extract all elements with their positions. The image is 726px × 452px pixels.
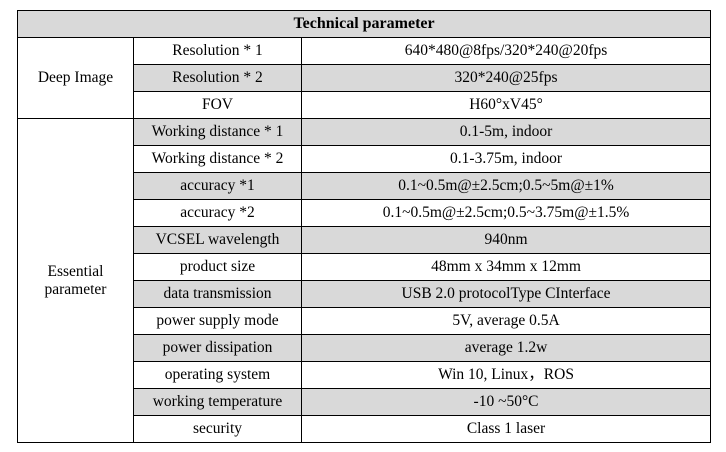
group-label: Essential parameter xyxy=(17,118,134,443)
table-row: working temperature -10 ~50°C xyxy=(18,388,712,416)
parameter-value-cell: 320*240@25fps xyxy=(300,64,712,92)
parameter-value-cell: 940nm xyxy=(300,226,712,254)
parameter-name-cell: accuracy *1 xyxy=(133,172,302,200)
table-title: Technical parameter xyxy=(16,10,712,38)
table-row: Essential parameter Working distance * 1 0.… xyxy=(17,118,712,443)
parameter-name-cell: power supply mode xyxy=(133,307,302,335)
table-row: power dissipation average 1.2w xyxy=(18,334,712,362)
table-row: VCSEL wavelength 940nm xyxy=(18,226,712,254)
parameter-name-cell: Resolution * 2 xyxy=(133,64,302,92)
parameter-value-cell: USB 2.0 protocolType CInterface xyxy=(300,280,712,308)
parameter-name-cell: working temperature xyxy=(133,388,302,416)
parameter-value-cell: Class 1 laser xyxy=(300,415,712,443)
parameter-value-cell: Win 10, Linux，ROS xyxy=(300,361,712,389)
parameter-name-cell: Resolution * 1 xyxy=(133,37,302,65)
parameter-name-cell: Working distance * 2 xyxy=(133,145,302,173)
table-row: operating system Win 10, Linux，ROS xyxy=(18,361,712,389)
table-row: Deep Image Resolution * 1 640*480@8fps/320… xyxy=(17,37,712,119)
group-label-line: Essential xyxy=(47,262,104,280)
parameter-value-cell: 0.1~0.5m@±2.5cm;0.5~5m@±1% xyxy=(300,172,712,200)
parameter-name-cell: product size xyxy=(133,253,302,281)
parameter-name-cell: operating system xyxy=(133,361,302,389)
parameter-value-cell: 0.1-5m, indoor xyxy=(300,118,712,146)
table-row: security Class 1 laser xyxy=(18,415,712,443)
parameter-value-cell: H60°xV45° xyxy=(300,91,712,119)
table-row: Working distance * 2 0.1-3.75m, indoor xyxy=(18,145,712,173)
group-label-line: Deep Image xyxy=(37,69,114,86)
parameter-value-cell: 0.1-3.75m, indoor xyxy=(300,145,712,173)
group-label-line: parameter xyxy=(44,280,107,298)
table-row: accuracy *1 0.1~0.5m@±2.5cm;0.5~5m@±1% xyxy=(18,172,712,200)
table-row: Resolution * 2 320*240@25fps xyxy=(18,64,712,92)
table-row: product size 48mm x 34mm x 12mm xyxy=(18,253,712,281)
parameter-value-cell: -10 ~50°C xyxy=(300,388,712,416)
parameter-name-cell: security xyxy=(133,415,302,443)
parameter-name-cell: power dissipation xyxy=(133,334,302,362)
parameter-name-cell: FOV xyxy=(133,91,302,119)
parameter-value-cell: 5V, average 0.5A xyxy=(300,307,712,335)
parameter-name-cell: accuracy *2 xyxy=(133,199,302,227)
parameter-value-cell: 48mm x 34mm x 12mm xyxy=(300,253,712,281)
table-title-row: Technical parameter xyxy=(16,10,712,38)
technical-parameter-table: Technical parameter Deep Image Resolution… xyxy=(16,10,712,443)
parameter-value-cell: 0.1~0.5m@±2.5cm;0.5~3.75m@±1.5% xyxy=(300,199,712,227)
parameter-name-cell: data transmission xyxy=(133,280,302,308)
parameter-name-cell: Working distance * 1 xyxy=(133,118,302,146)
table-row: FOV H60°xV45° xyxy=(18,91,712,119)
parameter-value-cell: average 1.2w xyxy=(300,334,712,362)
table-body: Technical parameter Deep Image Resolution… xyxy=(16,10,712,443)
table-row: data transmission USB 2.0 protocolType CI… xyxy=(18,280,712,308)
parameter-value-cell: 640*480@8fps/320*240@20fps xyxy=(300,37,712,65)
parameter-name-cell: VCSEL wavelength xyxy=(133,226,302,254)
table-row: accuracy *2 0.1~0.5m@±2.5cm;0.5~3.75m@±1.… xyxy=(18,199,712,227)
group-label: Deep Image xyxy=(17,37,134,119)
